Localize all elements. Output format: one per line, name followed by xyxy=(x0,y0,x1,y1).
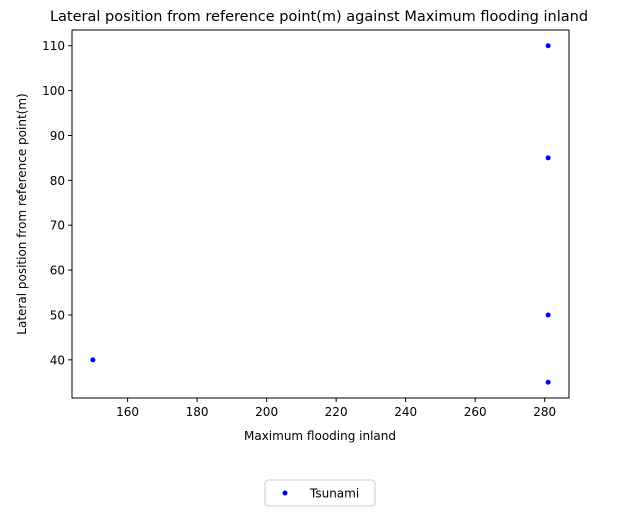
x-tick-label: 260 xyxy=(464,405,487,419)
x-tick-label: 280 xyxy=(533,405,556,419)
plot-area xyxy=(71,29,570,399)
y-tick-label: 40 xyxy=(50,353,65,367)
y-tick-label: 100 xyxy=(42,84,65,98)
chart-title: Lateral position from reference point(m)… xyxy=(50,9,588,25)
x-axis-ticks: 160 180 200 220 240 260 280 xyxy=(116,398,556,419)
data-points xyxy=(90,43,551,385)
y-axis-ticks: 40 50 60 70 80 90 100 110 xyxy=(42,39,72,367)
y-tick-label: 50 xyxy=(50,308,65,322)
legend-marker-tsunami xyxy=(282,490,288,496)
data-point xyxy=(90,357,96,363)
y-tick-label: 70 xyxy=(50,219,65,233)
x-tick-label: 220 xyxy=(325,405,348,419)
data-point xyxy=(545,379,551,385)
legend: Tsunami xyxy=(264,479,376,507)
x-tick-label: 200 xyxy=(255,405,278,419)
data-point xyxy=(545,155,551,161)
x-tick-label: 240 xyxy=(394,405,417,419)
y-axis-label: Lateral position from reference point(m) xyxy=(15,93,29,334)
legend-label-tsunami: Tsunami xyxy=(309,487,359,501)
y-tick-label: 60 xyxy=(50,264,65,278)
y-tick-label: 90 xyxy=(50,129,65,143)
data-point xyxy=(545,312,551,318)
x-tick-label: 160 xyxy=(116,405,139,419)
x-axis-label: Maximum flooding inland xyxy=(244,429,396,443)
y-tick-label: 110 xyxy=(42,39,65,53)
legend-box xyxy=(264,479,376,507)
y-tick-label: 80 xyxy=(50,174,65,188)
data-point xyxy=(545,43,551,49)
x-tick-label: 180 xyxy=(186,405,209,419)
